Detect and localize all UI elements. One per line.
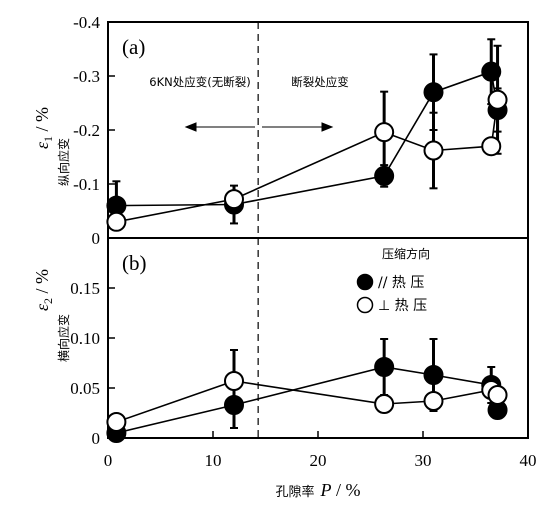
ylabel-b-unit: / % xyxy=(32,269,52,298)
data-series xyxy=(106,38,508,443)
data-point-open xyxy=(374,122,395,143)
panel-b-frame xyxy=(107,237,529,439)
legend-title: 压缩方向 xyxy=(382,246,430,261)
series-filled-1 xyxy=(106,338,508,443)
data-point-open xyxy=(374,394,395,414)
annotation-fracture: 断裂处应变 xyxy=(291,75,349,89)
y-tick-label: -0.4 xyxy=(73,13,100,32)
legend-marker-open xyxy=(356,296,374,314)
svg-text:ε2 / %: ε2 / % xyxy=(32,269,55,311)
panel-a-label: (a) xyxy=(122,35,145,59)
data-point-open xyxy=(423,140,444,161)
x-tick-label: 40 xyxy=(520,451,537,470)
y-tick-label: -0.1 xyxy=(73,175,100,194)
legend-label-parallel: // 热 压 xyxy=(378,275,424,291)
ylabel-b-symbol: ε xyxy=(32,303,52,311)
y-tick-label: 0.10 xyxy=(70,329,100,348)
data-point-filled xyxy=(481,61,502,82)
x-tick-label: 20 xyxy=(310,451,327,470)
data-point-open xyxy=(481,136,502,157)
legend-marker-filled xyxy=(356,273,374,291)
data-point-filled xyxy=(423,82,444,103)
ylabel-a-symbol: ε xyxy=(32,141,52,149)
x-axis-title: 孔隙率 P / % xyxy=(275,480,360,500)
data-point-open xyxy=(106,211,127,232)
x-tick-label: 10 xyxy=(205,451,222,470)
y-tick-label: -0.2 xyxy=(73,121,100,140)
annotation-no-fracture: 6KN处应变(无断裂) xyxy=(149,75,250,89)
data-point-open xyxy=(487,89,508,110)
series-line xyxy=(116,99,499,223)
data-point-open xyxy=(224,371,244,391)
x-tick-label: 0 xyxy=(104,451,113,470)
y-tick-label: -0.3 xyxy=(73,67,100,86)
y-tick-label: 0 xyxy=(92,229,101,248)
ylabel-b-chinese: 横向应变 xyxy=(56,314,71,362)
panel-a-ylabel: ε1 / % 纵向应变 xyxy=(32,107,71,186)
data-point-open xyxy=(423,391,444,411)
data-point-filled xyxy=(374,357,395,377)
left-arrow xyxy=(184,122,255,132)
y-tick-label: 0 xyxy=(92,429,101,448)
y-tick-label: 0.15 xyxy=(70,279,100,298)
data-point-open xyxy=(106,412,127,432)
ylabel-a-chinese: 纵向应变 xyxy=(56,138,71,186)
data-point-filled xyxy=(423,365,444,385)
y-tick-label: 0.05 xyxy=(70,379,100,398)
legend: 压缩方向 // 热 压 ⊥ 热 压 xyxy=(356,246,430,314)
data-point-open xyxy=(224,189,244,210)
x-axis-title-chinese: 孔隙率 xyxy=(275,484,314,500)
panel-b-ylabel: ε2 / % 横向应变 xyxy=(32,269,71,362)
x-axis-title-unit: / % xyxy=(332,480,361,500)
x-tick-label: 30 xyxy=(415,451,432,470)
data-point-open xyxy=(487,385,508,405)
series-filled-0 xyxy=(106,38,508,231)
ylabel-b-sub: 2 xyxy=(41,298,55,304)
ylabel-a-unit: / % xyxy=(32,107,52,136)
svg-text:ε1 / %: ε1 / % xyxy=(32,107,55,149)
panel-b-label: (b) xyxy=(122,251,147,275)
legend-label-perpendicular: ⊥ 热 压 xyxy=(378,298,427,314)
series-open-1 xyxy=(106,349,508,432)
right-arrow xyxy=(262,122,334,132)
x-axis-title-symbol: P xyxy=(320,480,332,500)
ylabel-a-sub: 1 xyxy=(41,136,55,142)
series-open-0 xyxy=(106,44,508,232)
